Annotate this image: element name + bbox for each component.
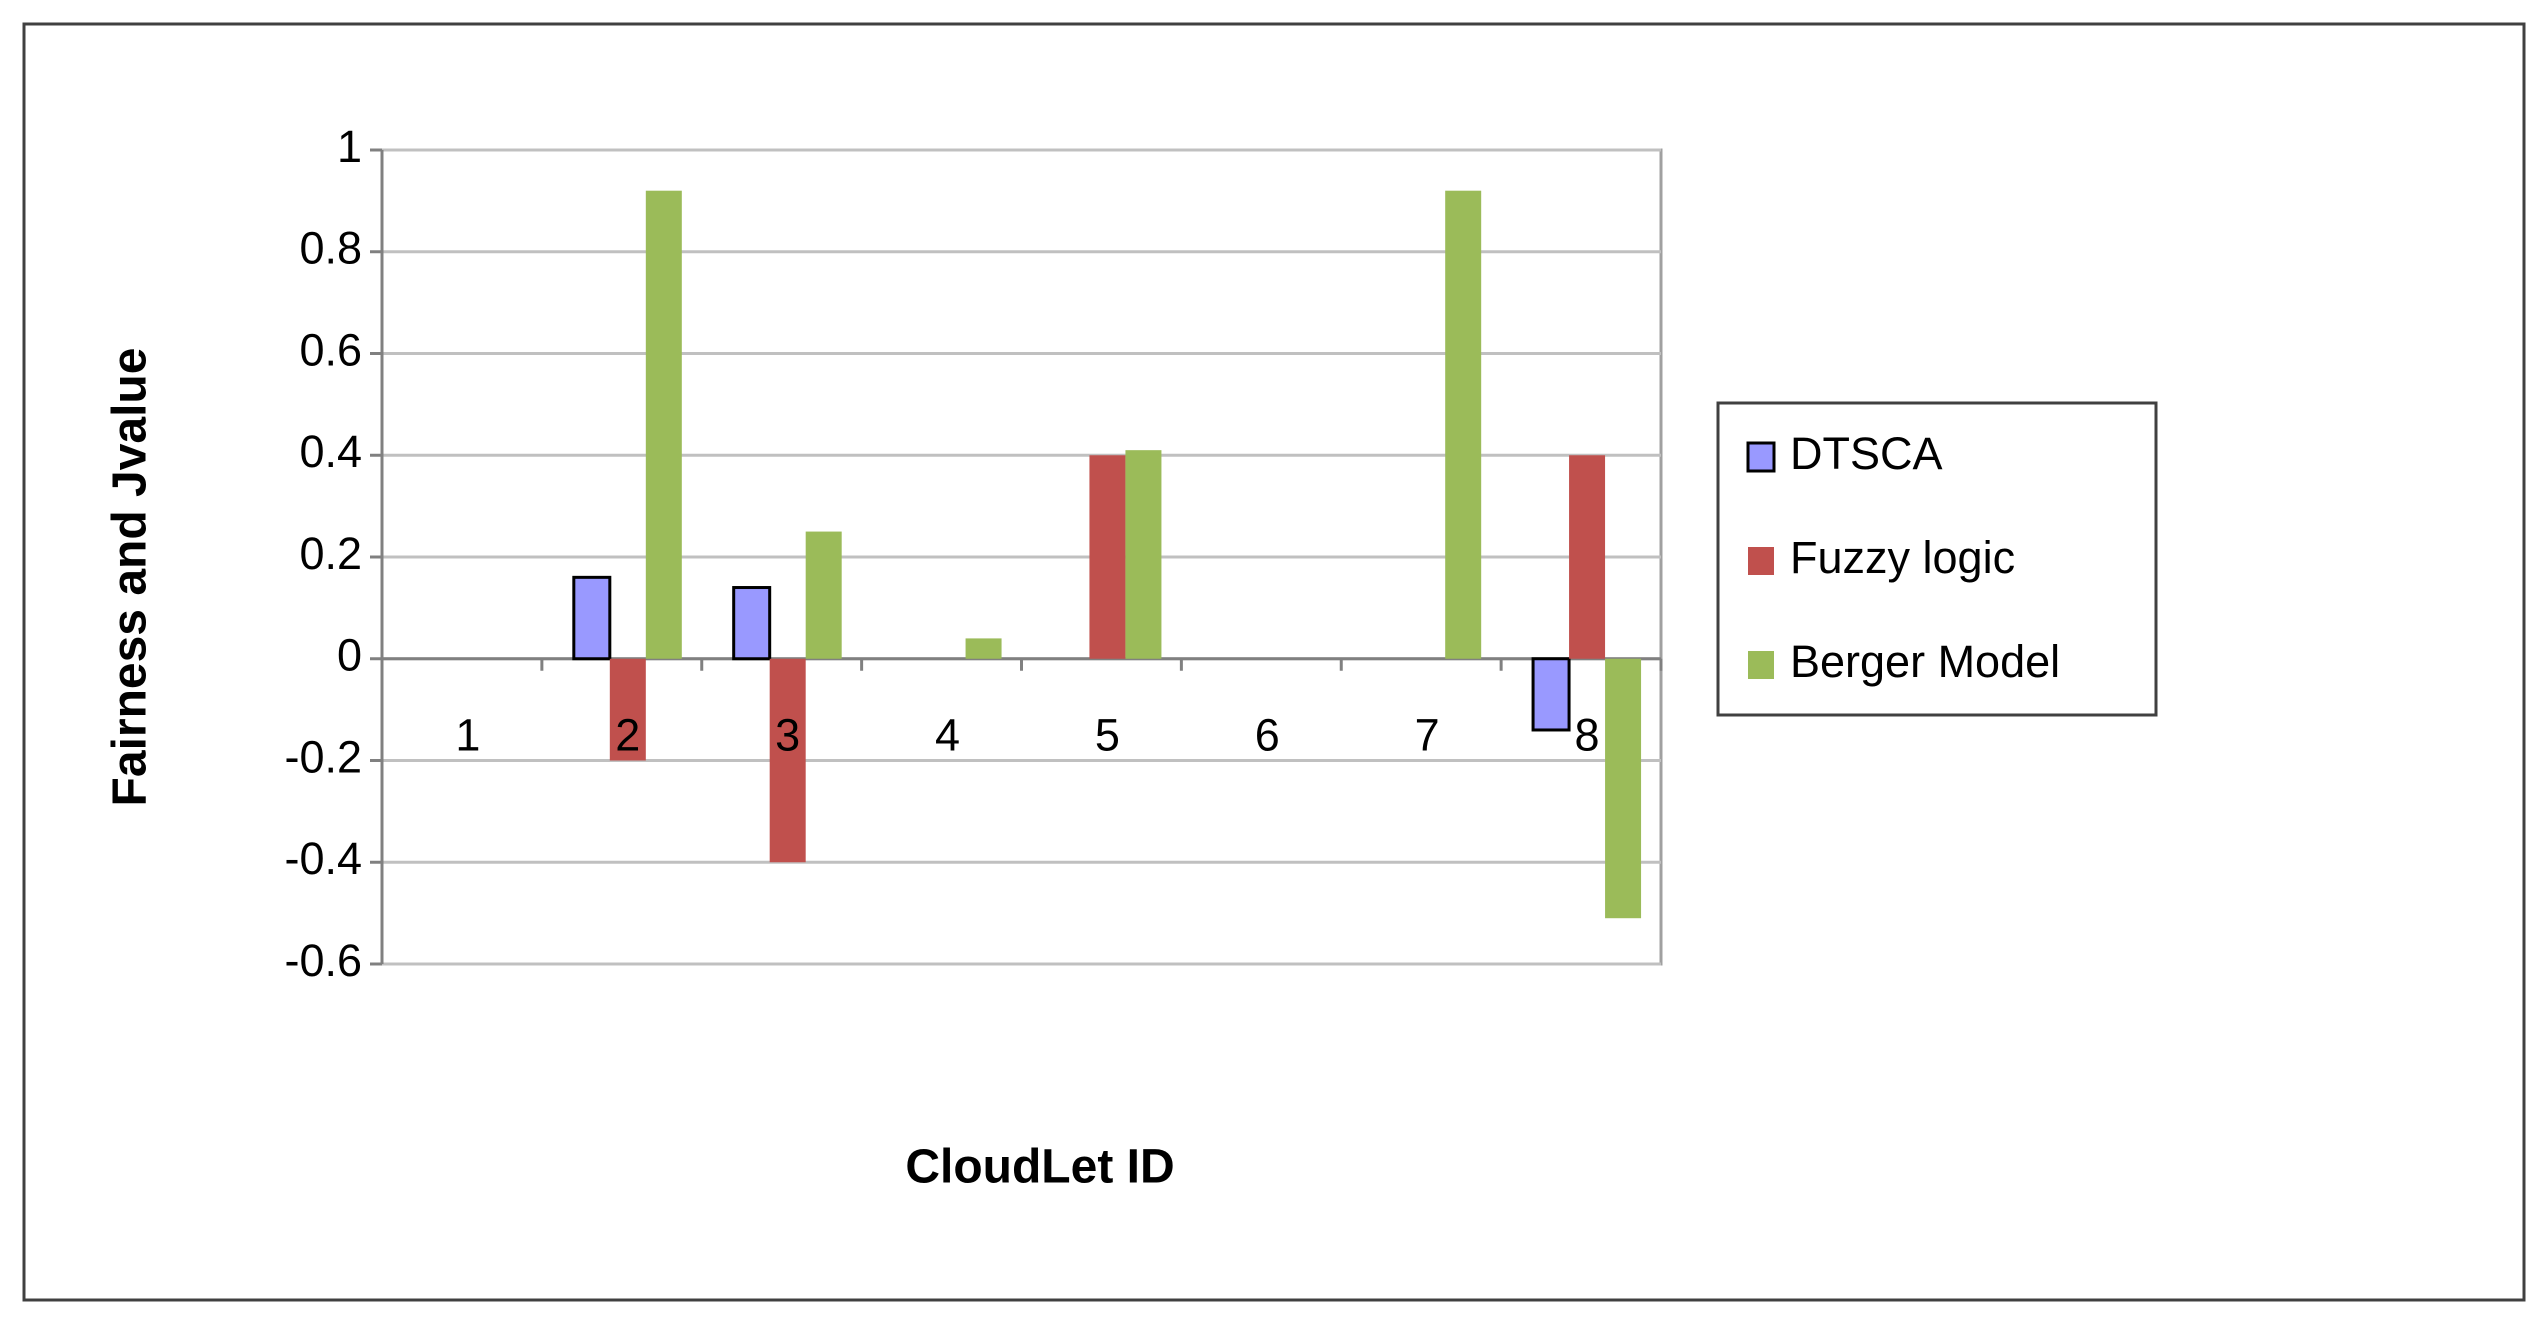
x-tick-label: 7 — [1415, 710, 1440, 761]
bar — [1531, 657, 1571, 732]
y-tick-label: 0.8 — [299, 223, 362, 274]
x-tick-label: 5 — [1095, 710, 1120, 761]
bar — [1445, 190, 1482, 659]
legend-label: Fuzzy logic — [1790, 532, 2015, 583]
bar — [769, 658, 806, 863]
legend-swatch — [1748, 547, 1774, 575]
legend-swatch — [1748, 651, 1774, 679]
legend-label: DTSCA — [1790, 428, 1943, 479]
x-tick-label: 1 — [455, 710, 480, 761]
x-tick-label: 8 — [1575, 710, 1600, 761]
legend-swatch — [1746, 441, 1776, 473]
bar — [1125, 450, 1162, 659]
legend-box — [1716, 401, 2158, 717]
x-tick-label: 2 — [615, 710, 640, 761]
y-tick-label: -0.4 — [284, 833, 362, 884]
y-axis-title: Fairness and Jvalue — [104, 348, 157, 807]
x-tick-label: 4 — [935, 710, 960, 761]
y-tick-label: 0.6 — [299, 324, 362, 375]
bar — [609, 658, 646, 761]
x-tick-label: 6 — [1255, 710, 1280, 761]
x-axis-title: CloudLet ID — [905, 1141, 1174, 1194]
bar — [1569, 455, 1606, 659]
bar — [965, 638, 1002, 659]
y-tick-label: 0 — [337, 630, 362, 681]
bar — [732, 586, 772, 661]
y-tick-label: 0.2 — [299, 528, 362, 579]
y-tick-label: -0.2 — [284, 731, 362, 782]
y-tick-label: -0.6 — [284, 935, 362, 986]
bar — [645, 190, 682, 659]
x-tick-label: 3 — [775, 710, 800, 761]
bar — [572, 575, 612, 661]
bar — [1605, 658, 1642, 919]
y-tick-label: 1 — [337, 121, 362, 172]
bar — [805, 531, 842, 659]
bar — [1089, 455, 1126, 659]
y-tick-label: 0.4 — [299, 426, 362, 477]
legend-label: Berger Model — [1790, 636, 2060, 687]
frame — [22, 22, 2526, 1302]
